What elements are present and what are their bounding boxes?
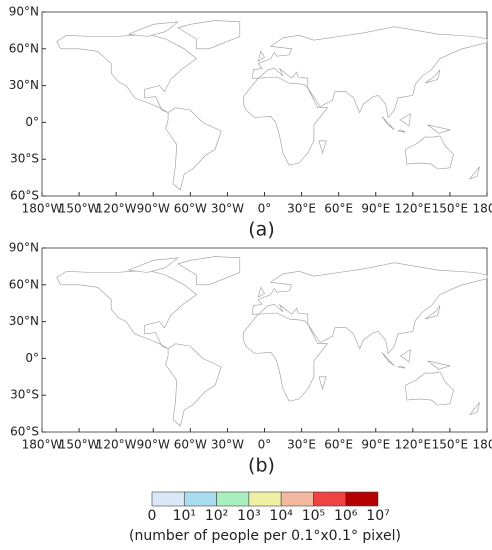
land-outline bbox=[257, 50, 265, 62]
lon-label: 180° bbox=[473, 438, 492, 452]
lon-label: 150°W bbox=[59, 202, 100, 216]
lon-label: 120°W bbox=[96, 438, 137, 452]
lon-label: 60°W bbox=[174, 438, 207, 452]
lat-label: 60°N bbox=[9, 41, 39, 55]
land-outline bbox=[177, 20, 241, 50]
land-outline bbox=[318, 140, 327, 155]
lat-label: 60°S bbox=[10, 189, 39, 203]
lon-label: 120°E bbox=[395, 202, 432, 216]
lon-label: 30°W bbox=[211, 202, 244, 216]
lon-label: 30°E bbox=[287, 438, 316, 452]
lon-label: 120°W bbox=[96, 202, 137, 216]
colorbar-label: 10⁷ bbox=[366, 508, 389, 524]
land-outline bbox=[56, 269, 197, 349]
colorbar-label: 10⁶ bbox=[334, 508, 358, 524]
colorbar-segment bbox=[248, 491, 282, 507]
land-outline bbox=[381, 116, 395, 131]
lat-label: 30°N bbox=[9, 314, 39, 328]
lat-label: 30°S bbox=[10, 152, 39, 166]
lon-label: 180° bbox=[473, 202, 492, 216]
land-outline bbox=[397, 365, 406, 369]
land-outline bbox=[56, 33, 197, 113]
lat-label: 30°N bbox=[9, 78, 39, 92]
colorbar-segment bbox=[345, 491, 379, 507]
land-outline bbox=[177, 256, 241, 286]
lat-label: 90°N bbox=[9, 5, 39, 19]
lon-label: 90°W bbox=[137, 438, 170, 452]
colorbar-label: 0 bbox=[148, 508, 157, 524]
lon-label: 60°E bbox=[324, 438, 353, 452]
lat-label: 0° bbox=[25, 351, 39, 365]
land-outline bbox=[165, 107, 222, 191]
land-outline bbox=[381, 352, 395, 367]
lon-label: 0° bbox=[258, 438, 272, 452]
panel-label: (b) bbox=[248, 455, 275, 477]
lon-label: 150°W bbox=[59, 438, 100, 452]
lat-label: 60°N bbox=[9, 277, 39, 291]
land-outline bbox=[243, 312, 329, 402]
colorbar-label: 10² bbox=[205, 508, 228, 524]
lon-label: 0° bbox=[258, 202, 272, 216]
land-outline bbox=[251, 26, 488, 119]
land-outline bbox=[405, 371, 454, 406]
colorbar-segment bbox=[313, 491, 347, 507]
land-outline bbox=[128, 21, 179, 37]
lon-label: 120°E bbox=[395, 438, 432, 452]
colorbar-caption: (number of people per 0.1°x0.1° pixel) bbox=[129, 528, 401, 544]
land-outline bbox=[399, 113, 411, 127]
colorbar-segment bbox=[280, 491, 314, 507]
land-outline bbox=[468, 166, 480, 180]
land-outline bbox=[427, 124, 452, 134]
land-outline bbox=[468, 402, 480, 416]
lat-label: 60°S bbox=[10, 425, 39, 439]
lon-label: 90°E bbox=[361, 202, 390, 216]
colorbar-label: 10⁵ bbox=[302, 508, 325, 524]
colorbar-label: 10³ bbox=[237, 508, 260, 524]
lon-label: 60°W bbox=[174, 202, 207, 216]
land-outline bbox=[318, 376, 327, 391]
colorbar-segment bbox=[183, 491, 217, 507]
lon-label: 180°W bbox=[22, 202, 63, 216]
colorbar-segment bbox=[216, 491, 250, 507]
land-outline bbox=[243, 76, 329, 166]
land-outline bbox=[427, 360, 452, 370]
colorbar-label: 10¹ bbox=[173, 508, 196, 524]
land-outline bbox=[397, 129, 406, 133]
lon-label: 150°E bbox=[432, 202, 469, 216]
land-outline bbox=[425, 69, 441, 84]
panel-label: (a) bbox=[248, 219, 274, 241]
land-outline bbox=[399, 349, 411, 363]
land-outline bbox=[405, 135, 454, 170]
lon-label: 90°W bbox=[137, 202, 170, 216]
lon-label: 30°E bbox=[287, 202, 316, 216]
lon-label: 150°E bbox=[432, 438, 469, 452]
lat-label: 0° bbox=[25, 115, 39, 129]
land-outline bbox=[257, 286, 265, 298]
lon-label: 60°E bbox=[324, 202, 353, 216]
lon-label: 180°W bbox=[22, 438, 63, 452]
land-outline bbox=[425, 305, 441, 320]
land-outline bbox=[165, 343, 222, 427]
lat-label: 30°S bbox=[10, 388, 39, 402]
lon-label: 90°E bbox=[361, 438, 390, 452]
lon-label: 30°W bbox=[211, 438, 244, 452]
colorbar-label: 10⁴ bbox=[269, 508, 293, 524]
land-outline bbox=[128, 257, 179, 273]
land-outline bbox=[251, 262, 488, 355]
colorbar-segment bbox=[151, 491, 185, 507]
lat-label: 90°N bbox=[9, 241, 39, 255]
